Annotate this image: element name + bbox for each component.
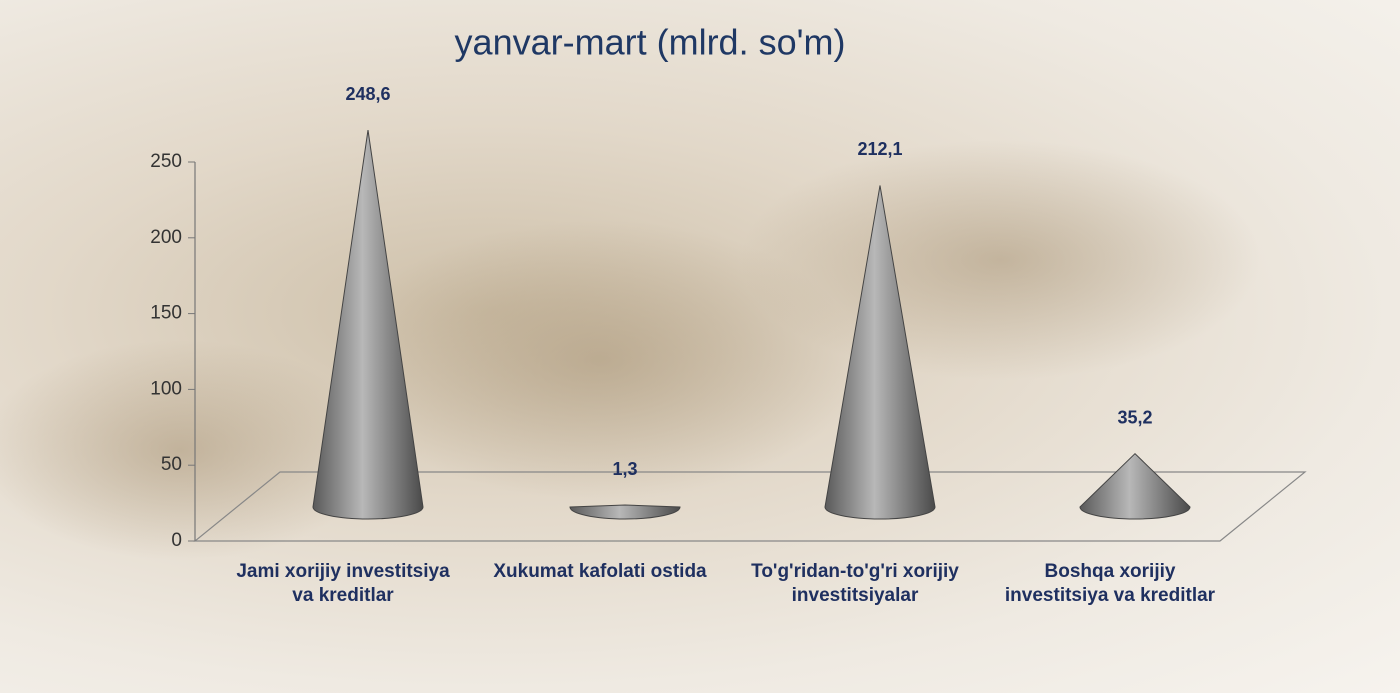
y-tick-label: 200: [150, 227, 182, 248]
chart-title: yanvar-mart (mlrd. so'm): [455, 22, 846, 63]
x-tick-label: Xukumat kafolati ostida: [493, 561, 707, 582]
x-tick-label: Boshqa xorijiy investitsiya va kreditlar: [1004, 561, 1216, 606]
y-tick-label: 150: [150, 303, 182, 324]
background-coin: [740, 140, 1260, 380]
y-tick-label: 100: [150, 378, 182, 399]
value-label: 248,6: [345, 84, 390, 104]
cone: [569, 504, 681, 520]
y-tick-label: 250: [150, 151, 182, 172]
cone: [1079, 452, 1191, 520]
cone: [824, 185, 936, 520]
value-label: 35,2: [1117, 407, 1152, 427]
x-tick-label: Jami xorijiy investitsiya va kreditlar: [236, 561, 450, 606]
background-coin: [0, 340, 380, 560]
value-label: 1,3: [612, 459, 637, 479]
value-label: 212,1: [857, 139, 902, 159]
background-coin: [340, 220, 860, 500]
cone: [312, 130, 424, 520]
y-tick-label: 0: [171, 530, 182, 551]
x-tick-label: To'g'ridan-to'g'ri xorijiy investitsiyal…: [751, 561, 959, 606]
y-tick-label: 50: [161, 454, 182, 475]
floor: [193, 471, 1307, 542]
